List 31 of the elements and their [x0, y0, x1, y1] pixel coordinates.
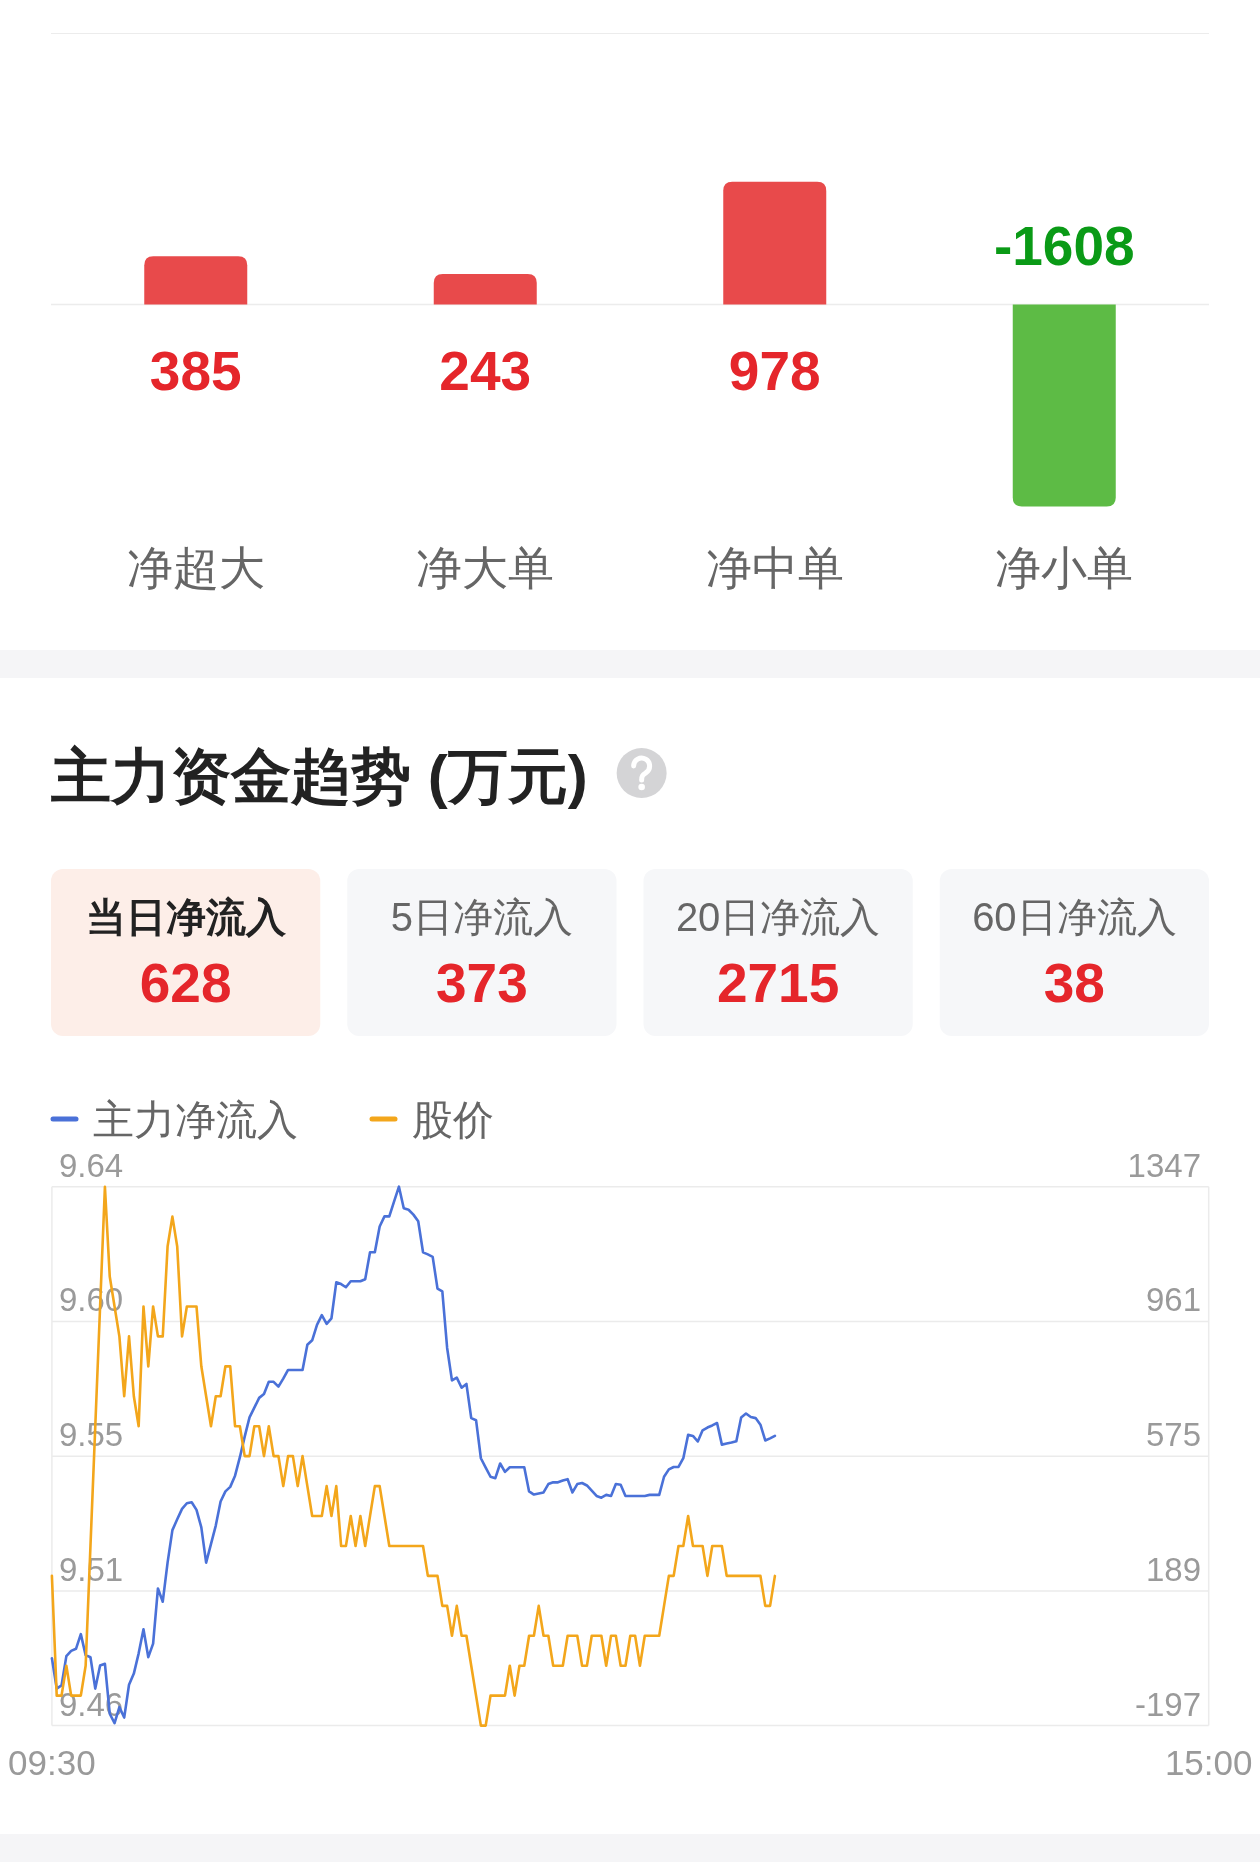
data-label: -1608: [993, 214, 1135, 277]
bar: [1012, 304, 1116, 507]
category-label: 20日净流入: [675, 895, 881, 939]
text: 主力资金趋势 (万元): [50, 743, 588, 810]
y-tick-label: 9.64: [59, 1146, 124, 1184]
bar: [723, 181, 827, 305]
data-label: 628: [139, 952, 232, 1014]
legend-label: 主力净流入: [93, 1097, 298, 1143]
bar: [433, 273, 537, 305]
x-tick-label: 净小单: [995, 542, 1134, 594]
data-label: 243: [439, 339, 532, 402]
data-label: 385: [149, 339, 242, 402]
y2-tick-label: 575: [1145, 1416, 1201, 1454]
x-tick-label: 净超大: [126, 542, 265, 594]
x-tick-label: 15:00: [1164, 1743, 1253, 1782]
data-label: 373: [435, 952, 528, 1014]
data-label: 38: [1043, 952, 1105, 1014]
x-tick-label: 净大单: [416, 542, 555, 594]
category-label: 当日净流入: [85, 895, 287, 939]
y2-tick-label: -197: [1134, 1685, 1201, 1723]
x-tick-label: 09:30: [8, 1743, 96, 1782]
y2-tick-label: 961: [1145, 1281, 1201, 1319]
bar: [144, 256, 248, 305]
category-label: 60日净流入: [972, 895, 1177, 939]
category-label: 5日净流入: [390, 895, 573, 939]
x-tick-label: 净中单: [705, 542, 844, 594]
data-label: 978: [728, 339, 821, 402]
data-label: 2715: [716, 952, 840, 1014]
y2-tick-label: 1347: [1127, 1146, 1201, 1184]
legend-label: 股价: [412, 1097, 494, 1143]
y2-tick-label: 189: [1145, 1550, 1201, 1588]
